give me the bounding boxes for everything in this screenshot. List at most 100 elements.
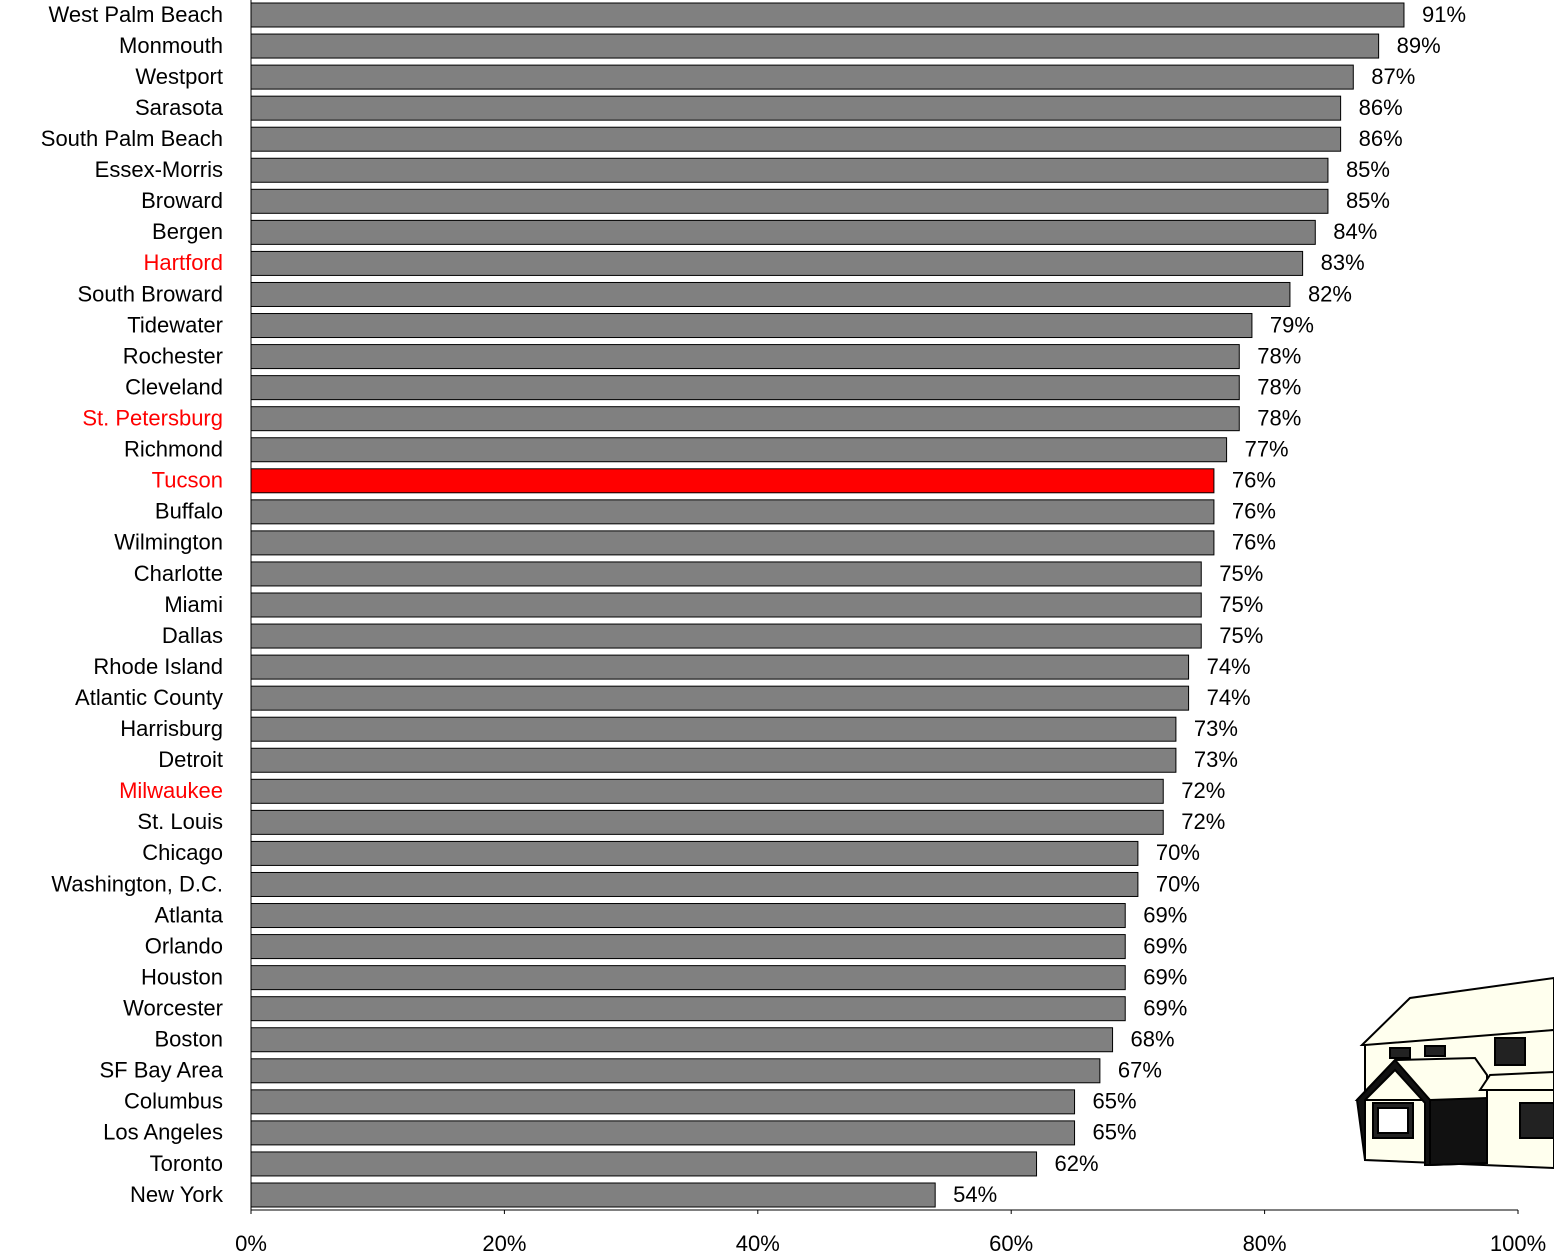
value-label: 69% xyxy=(1143,964,1187,989)
category-label: Tucson xyxy=(152,468,223,493)
value-label: 68% xyxy=(1131,1027,1175,1052)
category-label: Columbus xyxy=(124,1089,223,1114)
category-label: Bergen xyxy=(152,219,223,244)
value-label: 72% xyxy=(1181,809,1225,834)
value-label: 73% xyxy=(1194,716,1238,741)
value-label: 74% xyxy=(1207,685,1251,710)
value-label: 76% xyxy=(1232,468,1276,493)
bar xyxy=(250,468,1215,494)
bar xyxy=(250,2,1405,28)
category-label: Charlotte xyxy=(134,561,223,586)
category-label: Miami xyxy=(164,592,223,617)
value-label: 70% xyxy=(1156,840,1200,865)
category-label: SF Bay Area xyxy=(99,1058,223,1083)
category-label: West Palm Beach xyxy=(49,2,223,27)
value-label: 73% xyxy=(1194,747,1238,772)
bar xyxy=(250,1151,1038,1177)
category-label: Richmond xyxy=(124,437,223,462)
bar xyxy=(250,33,1380,59)
category-label: Dallas xyxy=(162,623,223,648)
value-label: 78% xyxy=(1257,374,1301,399)
bar xyxy=(250,250,1304,276)
value-label: 76% xyxy=(1232,530,1276,555)
bar xyxy=(250,219,1316,245)
house-illustration xyxy=(1354,976,1554,1170)
x-tick-label: 40% xyxy=(736,1231,780,1256)
category-label: Broward xyxy=(141,188,223,213)
bar xyxy=(250,313,1253,339)
category-label: Toronto xyxy=(150,1151,223,1176)
bar xyxy=(250,840,1139,866)
value-label: 86% xyxy=(1359,126,1403,151)
category-label: Westport xyxy=(135,64,223,89)
value-label: 82% xyxy=(1308,281,1352,306)
category-label: Washington, D.C. xyxy=(51,871,223,896)
value-label: 65% xyxy=(1093,1120,1137,1145)
x-tick-label: 100% xyxy=(1490,1231,1546,1256)
value-label: 86% xyxy=(1359,95,1403,120)
bar xyxy=(250,934,1126,960)
category-label: Orlando xyxy=(145,933,223,958)
value-label: 72% xyxy=(1181,778,1225,803)
bar xyxy=(250,996,1126,1022)
bar xyxy=(250,95,1342,121)
value-label: 76% xyxy=(1232,499,1276,524)
category-label: Hartford xyxy=(144,250,223,275)
category-label: Essex-Morris xyxy=(95,157,223,182)
category-label: Atlanta xyxy=(155,902,224,927)
bar xyxy=(250,1120,1076,1146)
bar xyxy=(250,437,1228,463)
value-label: 85% xyxy=(1346,188,1390,213)
bar xyxy=(250,406,1240,432)
category-label: Milwaukee xyxy=(119,778,223,803)
bar xyxy=(250,126,1342,152)
bar xyxy=(250,747,1177,773)
category-label: Worcester xyxy=(123,995,223,1020)
value-label: 79% xyxy=(1270,312,1314,337)
x-tick-label: 0% xyxy=(235,1231,267,1256)
value-label: 70% xyxy=(1156,871,1200,896)
value-label: 65% xyxy=(1093,1089,1137,1114)
bar xyxy=(250,561,1202,587)
x-tick-label: 80% xyxy=(1243,1231,1287,1256)
category-label: Buffalo xyxy=(155,499,223,524)
value-label: 84% xyxy=(1333,219,1377,244)
category-label: Tidewater xyxy=(127,312,223,337)
bar xyxy=(250,499,1215,525)
bar xyxy=(250,1058,1101,1084)
category-label: South Palm Beach xyxy=(41,126,223,151)
value-label: 69% xyxy=(1143,995,1187,1020)
value-label: 69% xyxy=(1143,933,1187,958)
category-label: New York xyxy=(130,1182,224,1207)
value-label: 69% xyxy=(1143,902,1187,927)
bar xyxy=(250,623,1202,649)
category-label: Houston xyxy=(141,964,223,989)
bar xyxy=(250,344,1240,370)
value-label: 89% xyxy=(1397,33,1441,58)
category-label: Monmouth xyxy=(119,33,223,58)
category-label: Cleveland xyxy=(125,374,223,399)
bar xyxy=(250,281,1291,307)
bar xyxy=(250,64,1354,90)
value-label: 91% xyxy=(1422,2,1466,27)
category-label: Harrisburg xyxy=(120,716,223,741)
bar xyxy=(250,188,1329,214)
bar xyxy=(250,778,1164,804)
category-label: Sarasota xyxy=(135,95,224,120)
value-label: 83% xyxy=(1321,250,1365,275)
category-label: Rochester xyxy=(123,343,223,368)
value-label: 67% xyxy=(1118,1058,1162,1083)
value-label: 77% xyxy=(1245,437,1289,462)
value-label: 87% xyxy=(1371,64,1415,89)
value-label: 78% xyxy=(1257,343,1301,368)
value-label: 75% xyxy=(1219,623,1263,648)
category-label: Chicago xyxy=(142,840,223,865)
value-label: 75% xyxy=(1219,592,1263,617)
category-label: St. Louis xyxy=(137,809,223,834)
bar xyxy=(250,809,1164,835)
bar xyxy=(250,903,1126,929)
bar xyxy=(250,716,1177,742)
bar xyxy=(250,965,1126,991)
bar xyxy=(250,685,1190,711)
